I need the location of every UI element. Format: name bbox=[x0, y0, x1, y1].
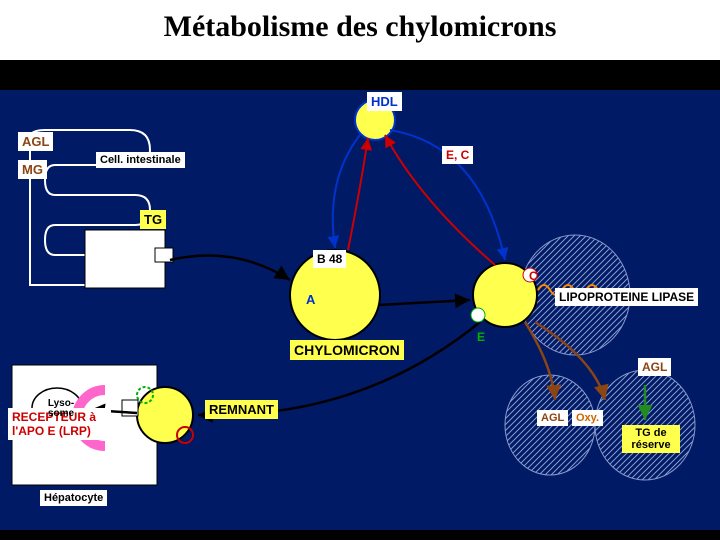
cell-label: Cell. intestinale bbox=[96, 152, 185, 168]
agl-label-1: AGL bbox=[18, 132, 53, 151]
tg-label: TG bbox=[140, 210, 166, 229]
arrow-chylo-to-hdl bbox=[348, 138, 368, 250]
c-label: C bbox=[525, 267, 542, 285]
tgres-label: TG de réserve bbox=[622, 425, 680, 453]
lysosome-label: Lyso-some bbox=[40, 397, 82, 421]
e-label: E bbox=[473, 328, 489, 346]
arrow-intestine-chylo bbox=[170, 256, 290, 281]
arrow-chylo2-to-hdl bbox=[385, 135, 495, 265]
a-label: A bbox=[302, 290, 319, 309]
diagram-area: HDL AGL MG TG Cell. intestinale B 48 A E… bbox=[0, 90, 720, 530]
remnant-label: REMNANT bbox=[205, 400, 278, 419]
ec-label: E, C bbox=[442, 146, 473, 164]
slide-title: Métabolisme des chylomicrons bbox=[0, 10, 720, 44]
lpl-label: LIPOPROTEINE LIPASE bbox=[555, 288, 698, 306]
remnant-circle bbox=[137, 387, 193, 443]
arrow-hdl-to-chylo bbox=[333, 135, 360, 248]
b48-label: B 48 bbox=[313, 250, 346, 268]
agl-label-3: AGL bbox=[537, 410, 568, 426]
oxy-label: Oxy. bbox=[572, 410, 603, 426]
chylomicron-label: CHYLOMICRON bbox=[290, 340, 404, 360]
slide: Métabolisme des chylomicrons bbox=[0, 0, 720, 540]
agl-label-2: AGL bbox=[638, 358, 671, 376]
hepatocyte-label: Hépatocyte bbox=[40, 490, 107, 506]
mg-label: MG bbox=[18, 160, 47, 179]
arrow-chylo-lpl bbox=[378, 300, 470, 305]
hdl-label: HDL bbox=[367, 92, 402, 111]
